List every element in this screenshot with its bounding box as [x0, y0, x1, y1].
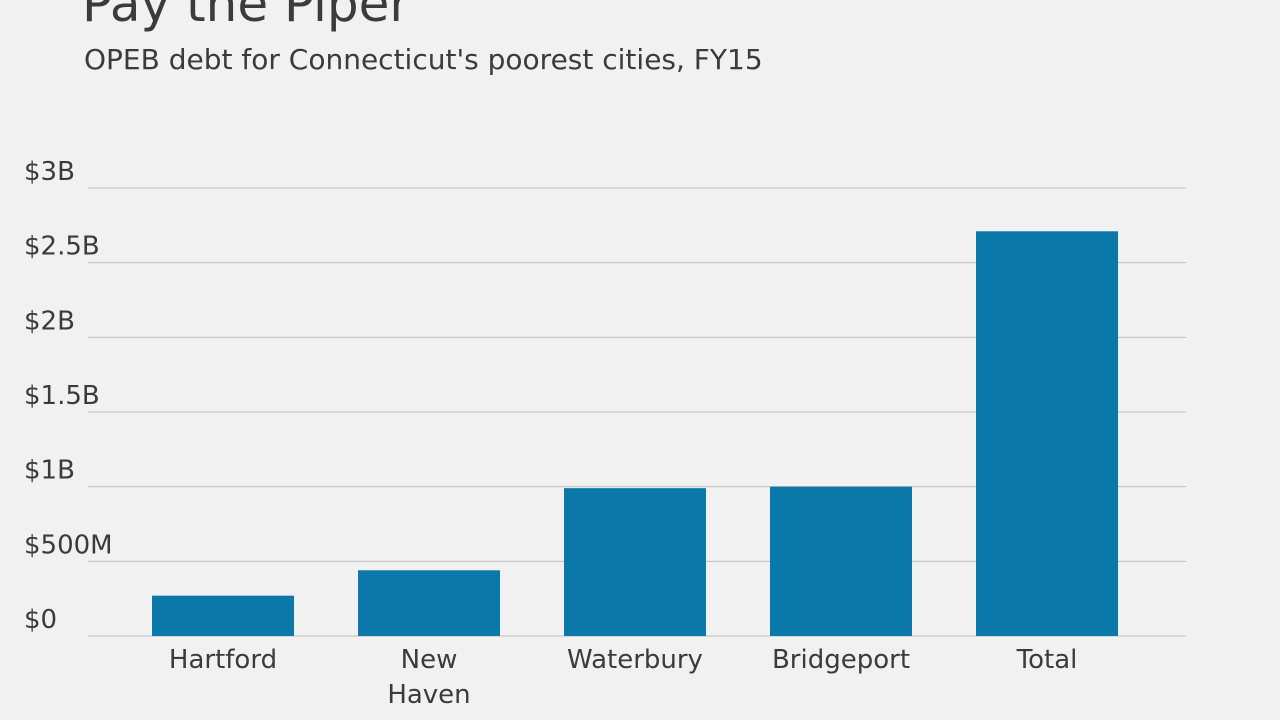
bar: [770, 486, 912, 636]
x-axis-category-labels: Hartford New Haven Waterbury Bridgeport Total: [169, 645, 1077, 710]
bars: [152, 231, 1118, 636]
x-category-label: Hartford: [169, 645, 277, 675]
y-tick-label: $0: [24, 605, 57, 635]
y-tick-label: $3B: [24, 157, 75, 187]
x-category-label: Bridgeport: [772, 645, 910, 675]
bar: [152, 595, 294, 636]
bar: [976, 231, 1118, 636]
x-category-label: Waterbury: [567, 645, 703, 675]
bar: [358, 570, 500, 636]
x-category-label: New Haven: [387, 645, 470, 710]
x-category-label: Total: [1016, 645, 1078, 675]
y-tick-label: $1B: [24, 456, 75, 486]
y-axis-tick-labels: $0 $500M $1B $1.5B $2B $2.5B $3B: [24, 157, 113, 635]
y-tick-label: $2.5B: [24, 232, 100, 262]
y-tick-label: $2B: [24, 306, 75, 336]
y-tick-label: $500M: [24, 530, 113, 560]
y-tick-label: $1.5B: [24, 381, 100, 411]
bar: [564, 488, 706, 636]
chart-title: Pay the Piper: [82, 0, 410, 33]
chart-subtitle: OPEB debt for Connecticut's poorest citi…: [84, 43, 763, 76]
